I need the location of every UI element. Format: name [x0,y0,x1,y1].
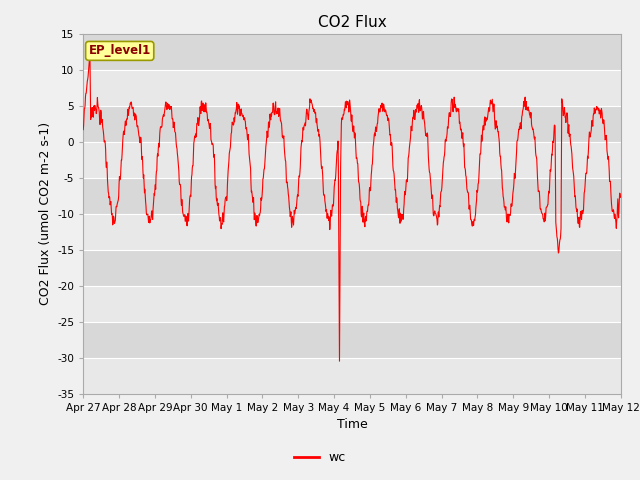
Bar [83,178,621,214]
Bar [83,250,621,286]
Y-axis label: CO2 Flux (umol CO2 m-2 s-1): CO2 Flux (umol CO2 m-2 s-1) [38,122,52,305]
X-axis label: Time: Time [337,418,367,431]
Bar [83,106,621,142]
Text: EP_level1: EP_level1 [88,44,151,58]
Bar [83,322,621,358]
Title: CO2 Flux: CO2 Flux [317,15,387,30]
Legend: wc: wc [289,446,351,469]
Bar [83,34,621,70]
Bar [83,358,621,394]
Bar [83,286,621,322]
Bar [83,214,621,250]
Bar [83,70,621,106]
Bar [83,142,621,178]
